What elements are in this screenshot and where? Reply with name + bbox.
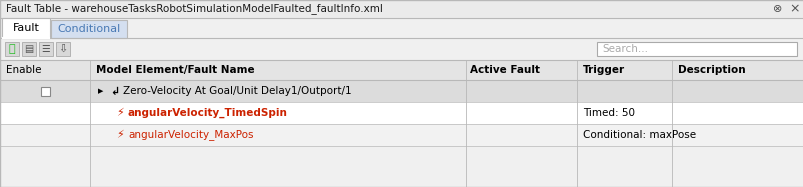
Text: Search...: Search... [601, 44, 647, 54]
Text: Conditional: Conditional [57, 24, 120, 34]
Text: ▶: ▶ [98, 88, 104, 94]
Bar [22, 42, 36, 56]
Bar [597, 42, 796, 56]
Text: Enable: Enable [6, 65, 42, 75]
Bar [0, 60, 803, 80]
Bar [0, 0, 803, 18]
Text: ☰: ☰ [42, 44, 51, 54]
Text: ▤: ▤ [24, 44, 34, 54]
Bar [51, 20, 127, 38]
Text: ⏻: ⏻ [9, 44, 15, 54]
Bar [0, 38, 803, 60]
Text: Conditional: maxPose: Conditional: maxPose [582, 130, 695, 140]
Text: angularVelocity_TimedSpin: angularVelocity_TimedSpin [128, 108, 287, 118]
Bar [41, 87, 50, 96]
Bar [56, 42, 70, 56]
Text: Active Fault: Active Fault [470, 65, 540, 75]
Text: ⊗: ⊗ [772, 4, 781, 14]
Bar [0, 102, 803, 124]
Text: Timed: 50: Timed: 50 [582, 108, 634, 118]
Text: Description: Description [677, 65, 744, 75]
Text: Zero-Velocity At Goal/Unit Delay1/Outport/1: Zero-Velocity At Goal/Unit Delay1/Outpor… [123, 86, 351, 96]
Bar [5, 42, 19, 56]
Text: angularVelocity_MaxPos: angularVelocity_MaxPos [128, 130, 253, 140]
Bar [39, 42, 53, 56]
Text: Fault: Fault [13, 23, 39, 33]
Text: ⚡: ⚡ [116, 130, 124, 140]
Text: ↲: ↲ [110, 87, 119, 96]
Text: Fault Table - warehouseTasksRobotSimulationModelFaulted_faultInfo.xml: Fault Table - warehouseTasksRobotSimulat… [6, 4, 382, 14]
Text: Trigger: Trigger [582, 65, 625, 75]
Text: ×: × [789, 2, 799, 16]
Bar [0, 80, 803, 102]
Text: ⚡: ⚡ [116, 108, 124, 118]
Bar [2, 18, 50, 38]
Text: ⇩: ⇩ [59, 44, 67, 54]
Text: Model Element/Fault Name: Model Element/Fault Name [96, 65, 255, 75]
Bar [0, 124, 803, 146]
